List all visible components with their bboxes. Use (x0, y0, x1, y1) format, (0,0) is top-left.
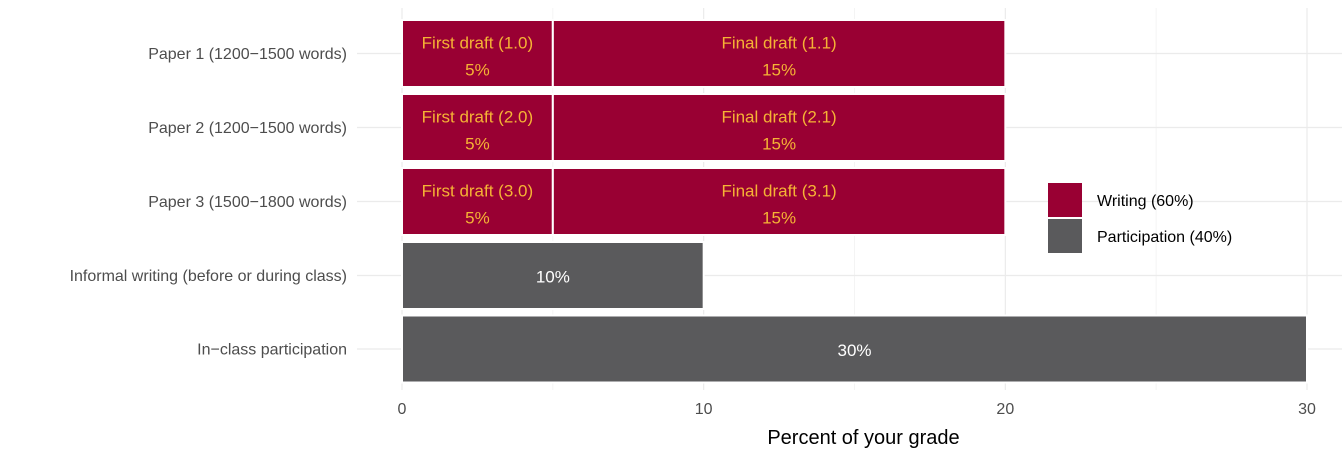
x-tick-label: 10 (695, 401, 713, 418)
y-axis: Paper 1 (1200−1500 words) Paper 2 (1200−1… (70, 46, 347, 359)
bar-label: Final draft (3.1) (721, 182, 836, 201)
legend-key-writing (1048, 183, 1082, 217)
legend-label: Writing (60%) (1097, 193, 1194, 210)
bar-percent-label: 30% (837, 341, 871, 360)
y-tick-label: Paper 2 (1200−1500 words) (148, 120, 347, 137)
y-tick-label: In−class participation (197, 342, 347, 359)
x-tick-label: 20 (996, 401, 1014, 418)
bar-percent-label: 10% (536, 268, 570, 287)
bar-label: Final draft (1.1) (721, 34, 836, 53)
x-tick-label: 0 (398, 401, 407, 418)
legend: Writing (60%) Participation (40%) (1048, 183, 1232, 253)
bar-segment (551, 167, 1007, 236)
y-tick-label: Informal writing (before or during class… (70, 268, 347, 285)
legend-key-participation (1048, 219, 1082, 253)
bar-segment (551, 93, 1007, 162)
x-tick-label: 30 (1298, 401, 1316, 418)
bar-percent-label: 5% (465, 135, 490, 154)
bar-percent-label: 15% (762, 135, 796, 154)
bar-segment (401, 93, 554, 162)
bar-label: First draft (1.0) (422, 34, 533, 53)
bar-label: Final draft (2.1) (721, 108, 836, 127)
bar-percent-label: 5% (465, 61, 490, 80)
bar-segment (401, 19, 554, 88)
bar-percent-label: 5% (465, 209, 490, 228)
bars-layer: First draft (1.0) 5% Final draft (1.1) 15% F… (401, 19, 1308, 384)
y-tick-label: Paper 1 (1200−1500 words) (148, 46, 347, 63)
bar-percent-label: 15% (762, 61, 796, 80)
y-tick-label: Paper 3 (1500−1800 words) (148, 194, 347, 211)
bar-label: First draft (3.0) (422, 182, 533, 201)
bar-segment (401, 167, 554, 236)
legend-label: Participation (40%) (1097, 229, 1232, 246)
x-axis: 0 10 20 30 (398, 401, 1316, 418)
bar-segment (401, 314, 1308, 384)
bar-percent-label: 15% (762, 209, 796, 228)
x-axis-title: Percent of your grade (767, 427, 959, 449)
bar-segment (401, 241, 705, 310)
bar-segment (551, 19, 1007, 88)
bar-label: First draft (2.0) (422, 108, 533, 127)
